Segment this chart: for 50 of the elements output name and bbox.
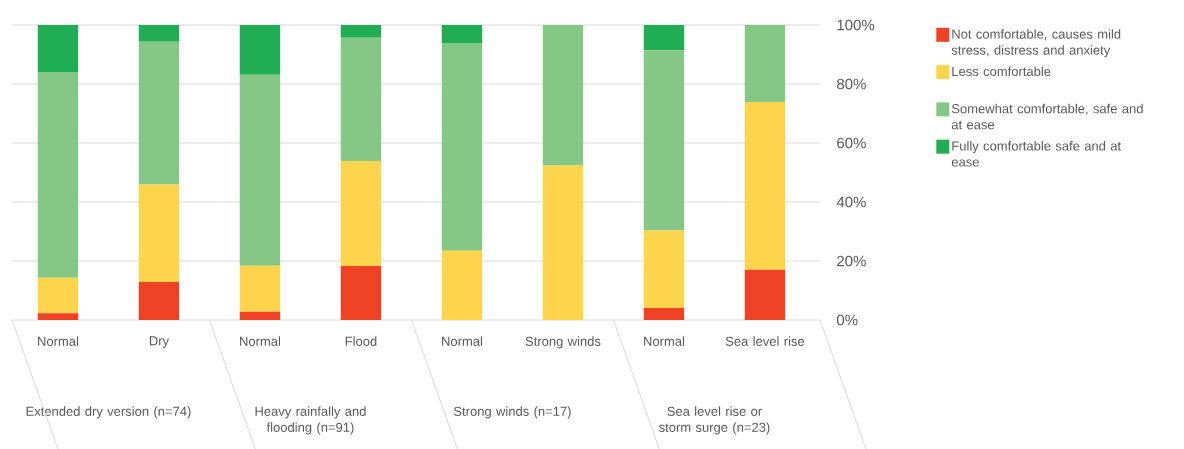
y-tick-label: 60%	[837, 137, 866, 149]
legend-label: Less comfortable	[952, 66, 1051, 77]
bar	[138, 41, 180, 185]
bar	[138, 281, 180, 320]
bar	[239, 311, 281, 320]
x-tick-label: Sea level rise	[725, 336, 805, 346]
legend-label: Not comfortable, causes mild stress, distress and anxiety	[951, 29, 1121, 58]
bar	[340, 37, 382, 161]
x-tick-label: Normal	[442, 336, 483, 346]
legend-label: Fully comfortable safe and at ease	[951, 141, 1121, 167]
x-tick-label: Normal	[38, 336, 79, 346]
y-tick-label: 100%	[837, 19, 875, 31]
bar	[441, 42, 483, 251]
y-tick-label: 20%	[837, 255, 866, 267]
bar	[643, 50, 685, 231]
bar	[138, 184, 180, 282]
text: Sea level rise or storm surge (n=23)	[659, 406, 770, 435]
bar	[239, 74, 281, 266]
bar	[542, 25, 584, 166]
legend-label: Somewhat comfortable, safe and at ease	[951, 103, 1143, 130]
y-tick-label: 40%	[836, 196, 866, 208]
bar	[37, 25, 79, 72]
x-tick-label: Flood	[345, 336, 377, 346]
x-tick-label: Strong winds	[525, 336, 601, 349]
bar	[37, 277, 79, 314]
bar	[239, 25, 281, 75]
bar	[643, 307, 685, 320]
bar	[340, 25, 382, 38]
bar	[643, 25, 685, 51]
x-tick-label: Normal	[240, 336, 281, 346]
bar	[340, 266, 382, 320]
x-tick-label: Normal	[644, 336, 685, 346]
bar	[744, 269, 786, 320]
bar	[340, 160, 382, 267]
bar	[542, 165, 584, 320]
y-tick-label: 0%	[836, 314, 858, 326]
text: Extended dry version (n=74)	[26, 406, 191, 419]
bar	[138, 25, 180, 42]
bar	[441, 25, 483, 43]
bar	[37, 313, 79, 320]
text: Strong winds (n=17)	[453, 406, 571, 419]
bar	[744, 101, 786, 270]
text: Heavy rainfally and flooding (n=91)	[255, 406, 366, 435]
bar	[643, 230, 685, 308]
bar	[239, 265, 281, 312]
y-tick-label: 80%	[837, 78, 866, 90]
bar	[37, 71, 79, 278]
bar	[441, 250, 483, 320]
bar	[744, 25, 786, 102]
x-tick-label: Dry	[149, 336, 170, 349]
